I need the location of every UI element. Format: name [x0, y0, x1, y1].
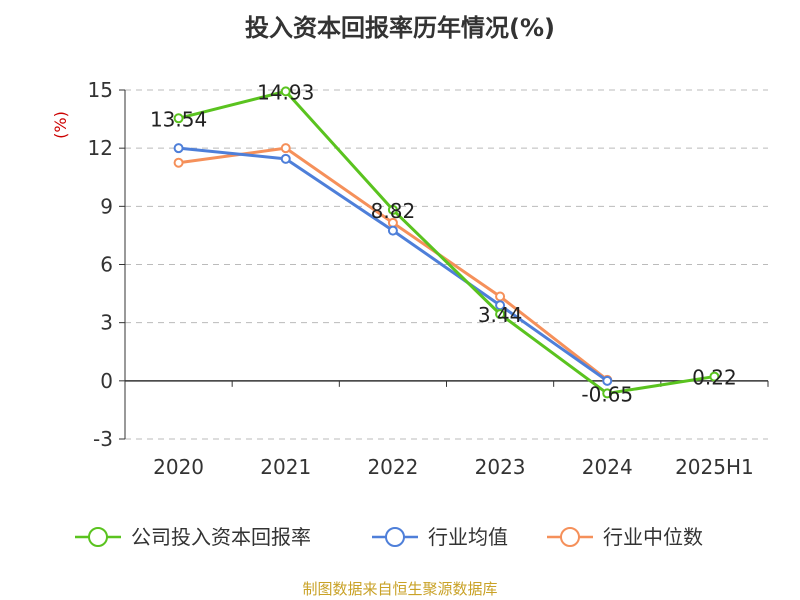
data-source: 制图数据来自恒生聚源数据库 — [302, 580, 498, 598]
data-label: -0.65 — [581, 382, 633, 406]
data-point[interactable] — [387, 225, 398, 236]
legend-item-2[interactable]: 行业中位数 — [547, 525, 703, 549]
y-tick-label: 3 — [100, 311, 113, 335]
data-point[interactable] — [602, 388, 613, 399]
x-tick-label: 2024 — [582, 455, 633, 479]
y-tick-label: 0 — [100, 369, 113, 393]
y-axis-label: (%) — [51, 111, 70, 139]
x-tick-label: 2020 — [153, 455, 204, 479]
data-point[interactable] — [173, 143, 184, 154]
data-point[interactable] — [173, 157, 184, 168]
data-point[interactable] — [602, 375, 613, 386]
data-label: 14.93 — [257, 80, 314, 104]
data-labels: 13.54 14.93 8.82 3.44 -0.65 0.22 — [150, 80, 737, 406]
y-tick-label: 12 — [88, 136, 113, 160]
legend-item-1[interactable]: 行业均值 — [372, 525, 508, 549]
legend-label: 公司投入资本回报率 — [131, 525, 311, 549]
data-label: 0.22 — [692, 366, 737, 390]
y-tick-label: 6 — [100, 253, 113, 277]
data-point[interactable] — [173, 113, 184, 124]
data-label: 3.44 — [478, 303, 523, 327]
x-tick-label: 2021 — [260, 455, 311, 479]
legend-marker — [560, 527, 580, 547]
y-tick-label: 15 — [88, 78, 113, 102]
data-point[interactable] — [280, 86, 291, 97]
y-tick-label: 9 — [100, 194, 113, 218]
x-tick-label: 2022 — [367, 455, 418, 479]
data-point[interactable] — [280, 143, 291, 154]
data-point[interactable] — [280, 153, 291, 164]
data-point[interactable] — [495, 309, 506, 320]
series-line-0 — [178, 89, 715, 395]
legend-marker — [385, 527, 405, 547]
y-tick-label: -3 — [93, 427, 113, 451]
x-tick-label: 2025H1 — [675, 455, 754, 479]
grid-lines — [125, 89, 768, 440]
x-tick-label: 2023 — [475, 455, 526, 479]
data-point[interactable] — [495, 291, 506, 302]
axes: 15 12 9 6 3 0 -3 2020 2021 2022 2023 2024 2025H1 — [88, 78, 769, 479]
data-label: 8.82 — [371, 199, 416, 223]
data-point[interactable] — [387, 204, 398, 215]
legend[interactable]: 公司投入资本回报率 行业均值 行业中位数 — [75, 525, 703, 549]
legend-label: 行业均值 — [428, 525, 508, 549]
chart-title: 投入资本回报率历年情况(%) — [245, 14, 555, 42]
data-label: 13.54 — [150, 107, 207, 131]
data-point[interactable] — [709, 371, 720, 382]
legend-marker — [88, 527, 108, 547]
legend-item-0[interactable]: 公司投入资本回报率 — [75, 525, 311, 549]
legend-label: 行业中位数 — [603, 525, 703, 549]
series-layer — [173, 86, 720, 399]
